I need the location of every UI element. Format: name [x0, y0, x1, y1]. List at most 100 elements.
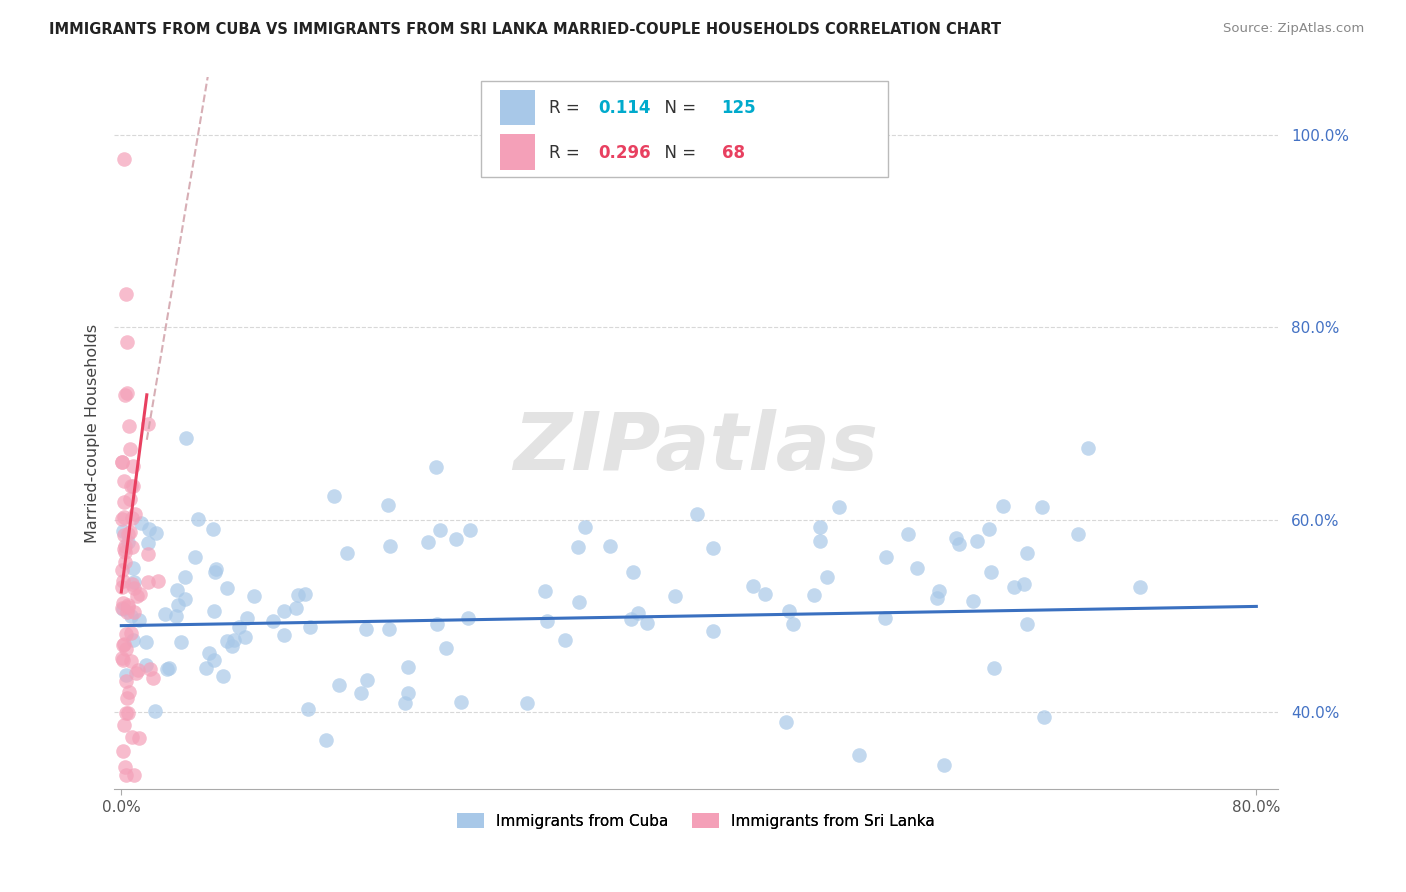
- Point: [627, 606, 650, 620]
- Point: [112, 602, 135, 616]
- Point: [157, 661, 180, 675]
- Point: [336, 546, 359, 560]
- Point: [136, 536, 159, 550]
- Point: [808, 520, 831, 534]
- Point: [828, 500, 851, 514]
- Point: [142, 671, 165, 685]
- Point: [128, 731, 150, 745]
- Point: [377, 498, 399, 512]
- Point: [122, 561, 145, 575]
- Point: [536, 615, 558, 629]
- Text: N =: N =: [654, 99, 702, 117]
- Point: [350, 686, 373, 700]
- Point: [136, 417, 159, 431]
- Point: [686, 507, 709, 521]
- Y-axis label: Married-couple Households: Married-couple Households: [86, 324, 100, 543]
- Point: [450, 695, 472, 709]
- Point: [120, 525, 142, 540]
- Point: [204, 562, 226, 576]
- Point: [928, 583, 950, 598]
- Point: [115, 605, 138, 619]
- Point: [115, 627, 138, 641]
- Point: [111, 653, 134, 667]
- Point: [1129, 580, 1152, 594]
- Legend: Immigrants from Cuba, Immigrants from Sri Lanka: Immigrants from Cuba, Immigrants from Sr…: [450, 806, 941, 835]
- Point: [287, 588, 309, 602]
- Point: [204, 566, 226, 580]
- Point: [848, 748, 870, 763]
- Text: ZIPatlas: ZIPatlas: [513, 409, 879, 486]
- Point: [328, 678, 350, 692]
- Point: [636, 615, 658, 630]
- Point: [202, 522, 225, 536]
- Point: [979, 522, 1001, 536]
- Point: [599, 539, 621, 553]
- Point: [112, 637, 135, 651]
- Point: [378, 622, 401, 636]
- Point: [378, 540, 401, 554]
- Point: [664, 590, 686, 604]
- Point: [222, 632, 245, 647]
- Point: [114, 760, 136, 774]
- Point: [416, 535, 439, 549]
- Text: N =: N =: [654, 144, 702, 161]
- Point: [1002, 580, 1025, 594]
- Point: [1077, 441, 1099, 455]
- Point: [124, 508, 146, 522]
- Point: [803, 588, 825, 602]
- Point: [153, 607, 176, 622]
- Point: [187, 512, 209, 526]
- Point: [122, 605, 145, 619]
- Point: [262, 614, 284, 628]
- Point: [925, 591, 948, 606]
- Point: [434, 640, 457, 655]
- Point: [115, 690, 138, 705]
- Point: [173, 570, 195, 584]
- Point: [112, 474, 135, 488]
- Point: [934, 758, 956, 772]
- Point: [128, 613, 150, 627]
- Point: [118, 419, 141, 434]
- Point: [198, 646, 221, 660]
- Point: [121, 511, 143, 525]
- Point: [111, 574, 134, 588]
- Point: [112, 495, 135, 509]
- Point: [167, 599, 190, 613]
- Point: [554, 633, 576, 648]
- Point: [156, 662, 179, 676]
- Point: [117, 599, 139, 614]
- Point: [120, 608, 142, 623]
- Point: [273, 604, 295, 618]
- Point: [135, 635, 157, 649]
- Point: [808, 533, 831, 548]
- FancyBboxPatch shape: [481, 81, 887, 178]
- Point: [426, 617, 449, 632]
- Point: [115, 674, 138, 689]
- Point: [111, 455, 134, 469]
- Point: [215, 581, 238, 595]
- Point: [948, 537, 970, 551]
- Point: [875, 611, 897, 625]
- Point: [129, 587, 152, 601]
- Text: 0.296: 0.296: [598, 144, 651, 161]
- Point: [567, 541, 589, 555]
- Point: [284, 600, 307, 615]
- Point: [1066, 527, 1088, 541]
- Point: [165, 608, 187, 623]
- Point: [1017, 616, 1039, 631]
- Point: [121, 479, 143, 493]
- Point: [111, 580, 134, 594]
- Point: [114, 539, 136, 553]
- FancyBboxPatch shape: [501, 135, 536, 170]
- Point: [114, 555, 136, 569]
- Point: [111, 596, 134, 610]
- Point: [122, 768, 145, 782]
- Point: [897, 526, 920, 541]
- Point: [115, 385, 138, 400]
- Point: [396, 660, 419, 674]
- Point: [775, 714, 797, 729]
- Point: [115, 641, 138, 656]
- Point: [114, 706, 136, 720]
- Point: [131, 516, 153, 531]
- Point: [983, 661, 1005, 675]
